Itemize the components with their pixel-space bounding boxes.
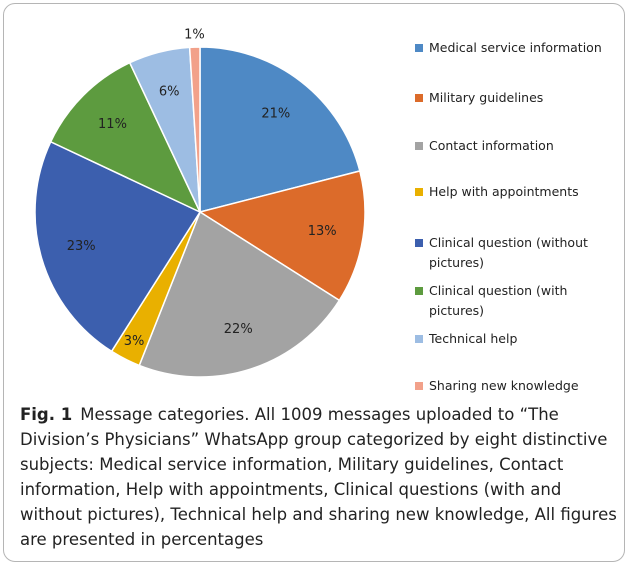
legend-swatch: [415, 188, 423, 196]
legend-label: Sharing new knowledge: [429, 378, 579, 393]
data-label: 6%: [159, 85, 180, 100]
figure-frame: 21% 13% 22% 3% 23% 11% 6% 1% Medical service in…: [3, 3, 625, 562]
data-label: 11%: [98, 117, 127, 132]
legend-swatch: [415, 44, 423, 52]
legend-label: Technical help: [429, 331, 518, 346]
caption-label: Fig. 1: [20, 405, 73, 424]
data-label: 13%: [308, 224, 337, 239]
legend-swatch: [415, 142, 423, 150]
legend-swatch: [415, 382, 423, 390]
legend-label: Contact information: [429, 138, 554, 153]
legend-item: Medical service information: [415, 38, 615, 58]
caption: Fig. 1 Message categories. All 1009 messa…: [20, 402, 620, 552]
caption-text: Message categories. All 1009 messages up…: [20, 405, 617, 549]
legend-label: Medical service information: [429, 40, 602, 55]
pie-slice: [138, 210, 341, 378]
pie-slice: [49, 61, 202, 214]
pie-chart: 21% 13% 22% 3% 23% 11% 6% 1%: [34, 28, 366, 378]
data-label: 3%: [124, 334, 145, 349]
legend-swatch: [415, 287, 423, 295]
legend-item: Help with appointments: [415, 182, 615, 202]
legend-swatch: [415, 94, 423, 102]
pie-slice: [34, 140, 202, 353]
pie-slice: [198, 170, 366, 302]
legend-item: Sharing new knowledge: [415, 376, 615, 396]
pie-slice: [199, 46, 361, 213]
data-label: 23%: [67, 239, 96, 254]
data-label: 22%: [224, 322, 253, 337]
legend-swatch: [415, 335, 423, 343]
data-label: 21%: [261, 107, 290, 122]
pie-slice: [188, 46, 201, 213]
legend-label: Clinical question (with pictures): [429, 283, 568, 318]
legend-label: Clinical question (without pictures): [429, 235, 588, 270]
legend-swatch: [415, 239, 423, 247]
legend-label: Military guidelines: [429, 90, 544, 105]
data-label: 1%: [184, 28, 205, 43]
legend-item: Technical help: [415, 329, 615, 349]
legend-label: Help with appointments: [429, 184, 579, 199]
legend-item: Clinical question (with pictures): [415, 281, 615, 321]
legend-item: Military guidelines: [415, 88, 615, 108]
legend-item: Clinical question (without pictures): [415, 233, 615, 273]
legend-item: Contact information: [415, 136, 615, 156]
